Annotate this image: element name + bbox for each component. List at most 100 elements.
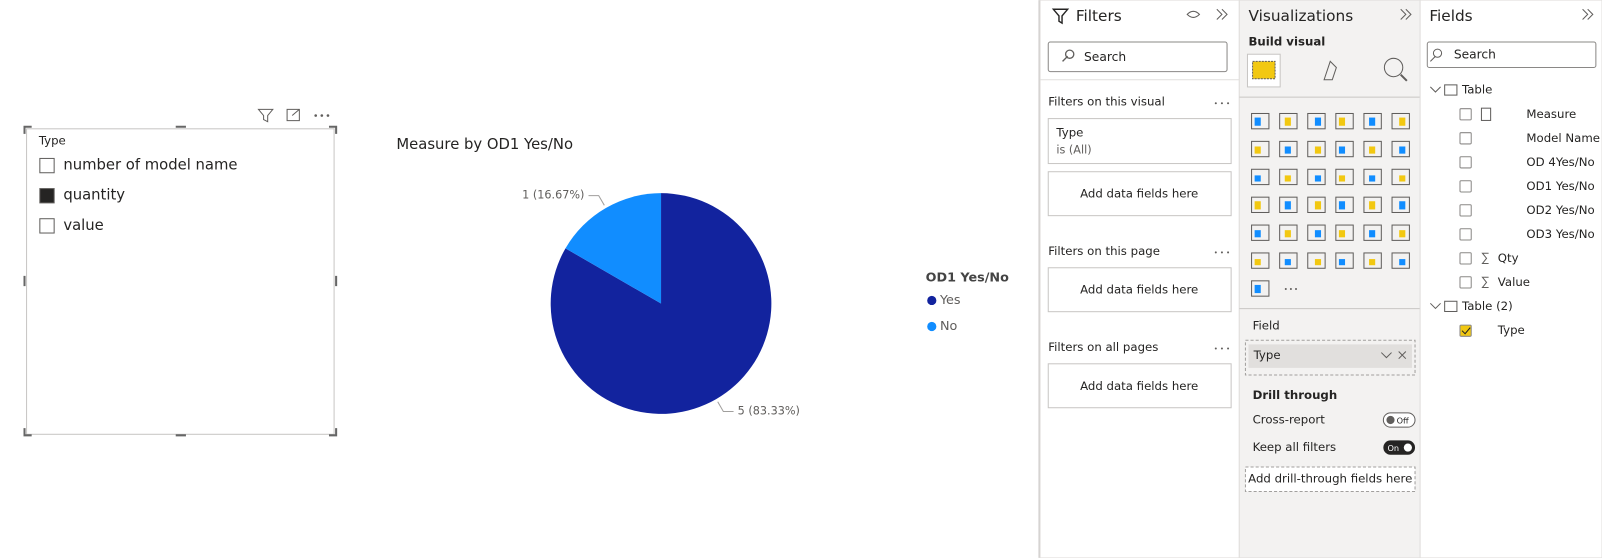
field-checkbox[interactable] (1459, 108, 1472, 121)
filter-card[interactable] (1047, 118, 1232, 165)
visual-icon[interactable] (1307, 252, 1326, 269)
visual-icon[interactable] (1391, 252, 1410, 269)
visual-icon[interactable] (1363, 252, 1382, 269)
field-name[interactable]: OD 4Yes/No (1526, 155, 1594, 169)
drill-well[interactable] (1244, 466, 1416, 493)
expand-chevron[interactable] (1429, 302, 1441, 310)
slicer-checkbox[interactable] (39, 218, 55, 234)
field-checkbox[interactable] (1459, 180, 1472, 193)
slicer-checkbox[interactable] (39, 157, 55, 174)
visual-icon[interactable] (1251, 252, 1270, 269)
field-label: Field (1253, 318, 1280, 332)
visual-icon[interactable] (1391, 224, 1410, 241)
field-checkbox[interactable] (1459, 252, 1472, 265)
visual-icon[interactable] (1251, 196, 1270, 213)
visual-icon[interactable] (1363, 168, 1382, 186)
visual-icon[interactable] (1335, 252, 1354, 269)
visual-icon[interactable] (1251, 140, 1270, 158)
visual-icon[interactable] (1279, 168, 1298, 186)
field-checkbox[interactable] (1459, 324, 1472, 337)
field-name[interactable]: Model Name (1526, 131, 1600, 145)
visual-icon[interactable] (1307, 224, 1326, 241)
visual-icon[interactable] (1307, 140, 1326, 158)
icon-fill (1399, 117, 1406, 126)
icon-fill (1254, 259, 1261, 266)
visual-icon[interactable] (1251, 224, 1270, 241)
field-name[interactable]: OD3 Yes/No (1526, 227, 1594, 241)
more-dot[interactable] (1227, 102, 1230, 105)
collapse-icon[interactable] (1400, 8, 1412, 20)
tab-format[interactable] (1323, 60, 1337, 81)
visual-icon[interactable] (1307, 112, 1326, 130)
more-dot[interactable] (1289, 287, 1292, 291)
more-dot[interactable] (1220, 251, 1223, 254)
visual-icon[interactable] (1335, 140, 1354, 158)
table-name[interactable]: Table (1461, 82, 1492, 96)
visual-icon[interactable] (1391, 140, 1410, 158)
slicer-visual[interactable]: Type (23, 125, 338, 437)
legend-label[interactable]: Yes (939, 293, 961, 308)
visual-icon[interactable] (1251, 112, 1270, 130)
field-name[interactable]: Type (1497, 323, 1525, 337)
expand-chevron[interactable] (1429, 86, 1441, 93)
visual-icon[interactable] (1307, 196, 1326, 213)
visual-icon[interactable] (1279, 196, 1298, 213)
drop-zone[interactable] (1047, 267, 1232, 313)
more-icon[interactable] (314, 114, 330, 117)
visual-icon[interactable] (1335, 168, 1354, 186)
collapse-icon[interactable] (1582, 8, 1594, 20)
more-dot[interactable] (1214, 347, 1217, 350)
visual-icon[interactable] (1335, 224, 1354, 241)
visual-icon[interactable] (1363, 224, 1382, 241)
table-name[interactable]: Table (2) (1461, 299, 1513, 313)
visual-icon[interactable] (1279, 112, 1298, 130)
focus-icon[interactable] (286, 108, 300, 122)
visual-icon[interactable] (1335, 112, 1354, 130)
field-name[interactable]: Value (1498, 275, 1530, 289)
filter-icon[interactable] (257, 108, 274, 123)
field-checkbox[interactable] (1459, 204, 1472, 217)
more-dot[interactable] (1284, 287, 1287, 291)
legend-label[interactable]: No (940, 319, 958, 334)
visual-icon[interactable] (1279, 224, 1298, 241)
search-box[interactable] (1426, 41, 1597, 69)
visual-icon[interactable] (1279, 252, 1298, 269)
more-dot[interactable] (1227, 347, 1230, 350)
field-well[interactable] (1248, 344, 1412, 368)
visual-icon[interactable] (1363, 140, 1382, 158)
drop-zone[interactable] (1047, 171, 1232, 217)
more-dot[interactable] (1294, 287, 1298, 291)
field-name[interactable]: Measure (1526, 107, 1576, 121)
field-name[interactable]: OD1 Yes/No (1526, 179, 1594, 193)
visual-icon[interactable] (1363, 112, 1382, 130)
table-icon (1444, 300, 1458, 313)
more-dot[interactable] (1227, 251, 1230, 254)
visual-icon[interactable] (1363, 196, 1382, 213)
icon-frame (1363, 140, 1382, 158)
drop-zone[interactable] (1047, 363, 1232, 409)
visual-icon[interactable] (1279, 140, 1298, 158)
collapse-icon[interactable] (1216, 8, 1228, 20)
more-dot[interactable] (1214, 102, 1217, 105)
visual-icon[interactable] (1307, 168, 1326, 186)
search-box[interactable] (1047, 41, 1228, 73)
field-checkbox[interactable] (1459, 132, 1472, 145)
field-checkbox[interactable] (1459, 228, 1472, 241)
field-checkbox[interactable] (1459, 156, 1472, 169)
more-dot[interactable] (1220, 347, 1223, 350)
visual-icon[interactable] (1391, 196, 1410, 213)
visual-icon[interactable] (1251, 280, 1270, 297)
icon-fill (1284, 175, 1291, 182)
tab-analytics[interactable] (1383, 57, 1408, 82)
field-name[interactable]: Qty (1498, 251, 1519, 265)
eye-icon[interactable] (1186, 10, 1201, 18)
more-dot[interactable] (1214, 251, 1217, 254)
slicer-checkbox[interactable] (39, 188, 55, 204)
visual-icon[interactable] (1335, 196, 1354, 213)
field-name[interactable]: OD2 Yes/No (1526, 203, 1594, 217)
more-dot[interactable] (1220, 102, 1223, 105)
visual-icon[interactable] (1251, 168, 1270, 186)
visual-icon[interactable] (1391, 168, 1410, 186)
field-checkbox[interactable] (1459, 276, 1472, 289)
visual-icon[interactable] (1391, 112, 1410, 130)
